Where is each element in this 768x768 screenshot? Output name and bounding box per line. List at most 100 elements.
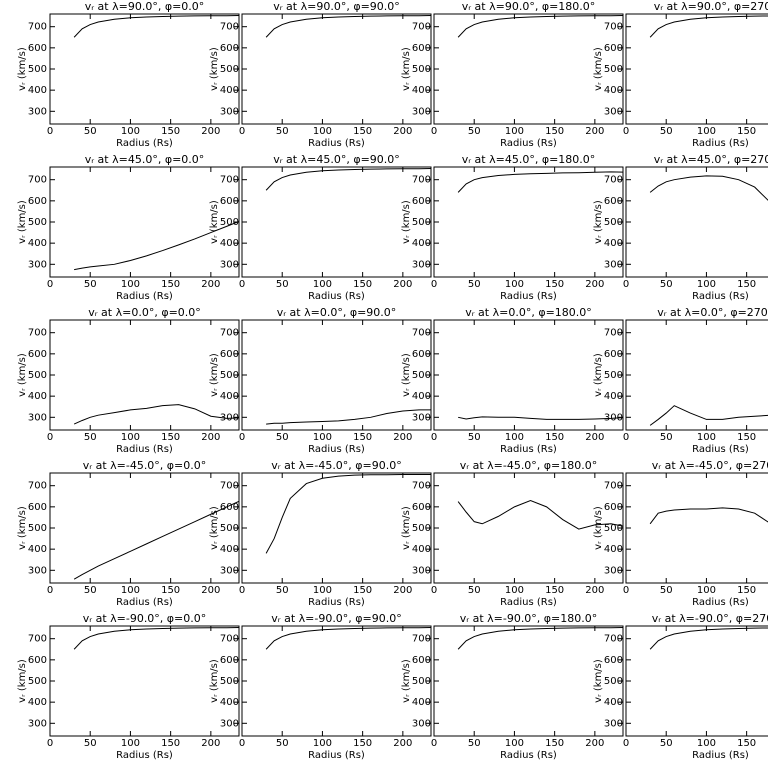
- x-tick-label: 0: [623, 738, 629, 749]
- y-axis-label: vᵣ (km/s): [593, 659, 604, 703]
- y-tick-label: 500: [604, 217, 623, 228]
- x-tick-label: 150: [737, 585, 756, 596]
- y-tick-label: 300: [28, 412, 47, 423]
- x-tick-label: 150: [161, 432, 180, 443]
- y-tick-label: 400: [412, 544, 431, 555]
- y-tick-label: 300: [220, 259, 239, 270]
- y-tick-label: 700: [28, 175, 47, 186]
- y-tick-label: 700: [28, 22, 47, 33]
- y-tick-label: 500: [28, 523, 47, 534]
- data-line: [73, 500, 239, 580]
- x-tick-label: 100: [121, 738, 140, 749]
- y-axis-label: vᵣ (km/s): [17, 200, 28, 244]
- y-tick-label: 500: [412, 217, 431, 228]
- y-tick-label: 400: [28, 391, 47, 402]
- chart-title: vᵣ at λ=-45.0°, φ=0.0°: [83, 459, 207, 472]
- data-line: [73, 404, 239, 425]
- y-tick-label: 700: [604, 328, 623, 339]
- x-tick-label: 150: [545, 279, 564, 290]
- x-tick-label: 150: [353, 432, 372, 443]
- x-tick-label: 200: [201, 126, 220, 137]
- y-tick-label: 700: [220, 22, 239, 33]
- y-tick-label: 600: [604, 349, 623, 360]
- y-tick-label: 500: [220, 217, 239, 228]
- y-tick-label: 600: [28, 502, 47, 513]
- x-tick-label: 50: [468, 126, 481, 137]
- y-tick-label: 600: [604, 502, 623, 513]
- x-tick-label: 50: [660, 585, 673, 596]
- y-axis-label: vᵣ (km/s): [401, 659, 412, 703]
- x-tick-label: 50: [660, 279, 673, 290]
- y-tick-label: 700: [604, 481, 623, 492]
- y-tick-label: 500: [28, 676, 47, 687]
- y-axis-label: vᵣ (km/s): [17, 353, 28, 397]
- data-line: [457, 499, 623, 530]
- x-tick-label: 100: [697, 279, 716, 290]
- x-tick-label: 100: [313, 279, 332, 290]
- data-line: [457, 171, 623, 193]
- data-line: [457, 627, 623, 650]
- x-axis-label: Radius (Rs): [692, 291, 749, 302]
- data-line: [649, 175, 768, 201]
- x-axis-label: Radius (Rs): [500, 750, 557, 761]
- y-tick-label: 400: [412, 238, 431, 249]
- x-tick-label: 0: [47, 585, 53, 596]
- x-tick-label: 150: [353, 585, 372, 596]
- y-tick-label: 700: [412, 328, 431, 339]
- y-tick-label: 300: [412, 718, 431, 729]
- y-tick-label: 300: [604, 106, 623, 117]
- x-tick-label: 100: [313, 432, 332, 443]
- x-tick-label: 150: [545, 432, 564, 443]
- x-tick-label: 200: [201, 432, 220, 443]
- y-tick-label: 500: [412, 64, 431, 75]
- x-tick-label: 50: [660, 432, 673, 443]
- y-tick-label: 400: [28, 544, 47, 555]
- y-tick-label: 300: [28, 259, 47, 270]
- data-line: [265, 168, 431, 191]
- data-line: [265, 15, 431, 38]
- x-tick-label: 100: [313, 738, 332, 749]
- data-line: [73, 627, 239, 650]
- x-axis-label: Radius (Rs): [692, 750, 749, 761]
- x-axis-label: Radius (Rs): [500, 444, 557, 455]
- y-axis-label: vᵣ (km/s): [593, 353, 604, 397]
- y-tick-label: 300: [412, 565, 431, 576]
- chart-title: vᵣ at λ=0.0°, φ=0.0°: [88, 306, 201, 319]
- y-tick-label: 500: [28, 64, 47, 75]
- x-tick-label: 50: [84, 279, 97, 290]
- y-tick-label: 500: [220, 523, 239, 534]
- data-line: [649, 507, 768, 525]
- x-tick-label: 0: [239, 126, 245, 137]
- x-tick-label: 150: [353, 738, 372, 749]
- y-tick-label: 300: [604, 565, 623, 576]
- x-axis-label: Radius (Rs): [116, 291, 173, 302]
- y-tick-label: 400: [412, 85, 431, 96]
- y-axis-label: vᵣ (km/s): [17, 506, 28, 550]
- x-tick-label: 200: [585, 126, 604, 137]
- x-tick-label: 150: [545, 585, 564, 596]
- x-axis-label: Radius (Rs): [116, 444, 173, 455]
- y-tick-label: 400: [28, 85, 47, 96]
- y-tick-label: 600: [220, 349, 239, 360]
- y-axis-label: vᵣ (km/s): [593, 200, 604, 244]
- y-axis-label: vᵣ (km/s): [209, 506, 220, 550]
- y-tick-label: 600: [604, 196, 623, 207]
- chart-title: vᵣ at λ=-45.0°, φ=180.0°: [460, 459, 598, 472]
- y-axis-label: vᵣ (km/s): [401, 353, 412, 397]
- y-tick-label: 300: [604, 412, 623, 423]
- y-tick-label: 300: [412, 412, 431, 423]
- y-tick-label: 600: [412, 43, 431, 54]
- y-tick-label: 700: [412, 481, 431, 492]
- x-tick-label: 150: [737, 738, 756, 749]
- chart-title: vᵣ at λ=45.0°, φ=180.0°: [462, 153, 596, 166]
- y-tick-label: 400: [28, 238, 47, 249]
- x-tick-label: 100: [121, 585, 140, 596]
- chart-title: vᵣ at λ=-90.0°, φ=90.0°: [271, 612, 402, 625]
- x-tick-label: 50: [468, 432, 481, 443]
- data-line: [458, 416, 623, 420]
- x-tick-label: 0: [431, 279, 437, 290]
- x-tick-label: 200: [393, 432, 412, 443]
- y-tick-label: 600: [412, 196, 431, 207]
- x-tick-label: 0: [47, 279, 53, 290]
- x-tick-label: 0: [47, 738, 53, 749]
